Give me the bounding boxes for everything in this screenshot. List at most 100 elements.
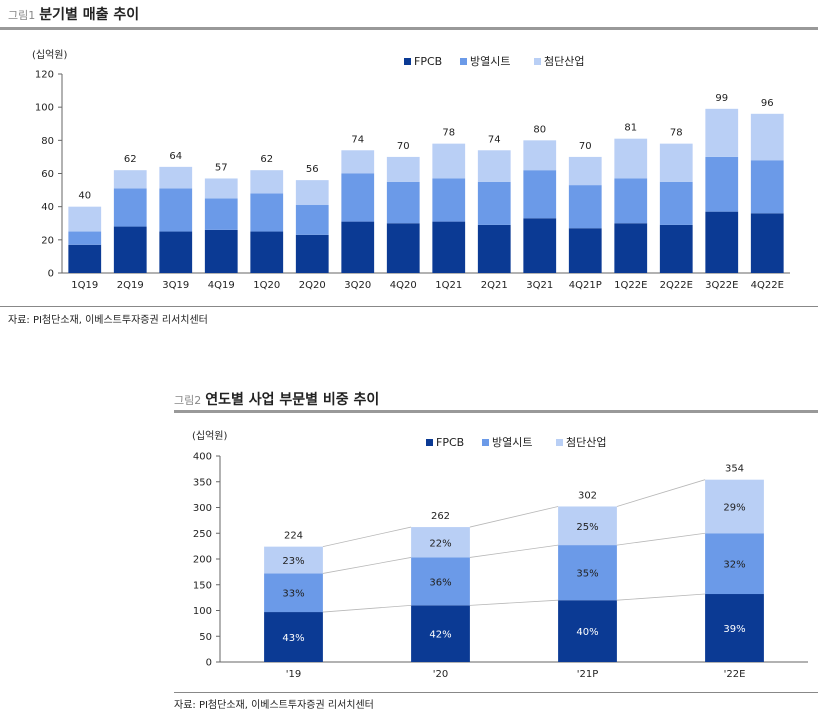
a-connector-line [322, 557, 412, 574]
fig1-number: 그림1 [8, 9, 36, 22]
q-total-label: 99 [715, 93, 728, 104]
q-bar-첨단산업-1Q22E [614, 138, 648, 179]
q-total-label: 64 [169, 151, 182, 162]
q-total-label: 62 [124, 154, 137, 165]
fig1-source: 자료: PI첨단소재, 이베스트투자증권 리서치센터 [8, 315, 208, 326]
q-bar-FPCB-2Q19 [113, 226, 147, 273]
a-segment-label: 35% [576, 569, 598, 580]
a-legend-swatch-방열시트 [482, 439, 489, 446]
q-x-tick-label: 3Q19 [162, 280, 189, 291]
a-y-tick-label: 250 [193, 529, 212, 540]
fig2-title-rule [174, 410, 818, 413]
q-bar-첨단산업-4Q20 [386, 156, 420, 182]
a-connector-line [322, 526, 412, 548]
q-bar-첨단산업-3Q21 [523, 140, 557, 171]
a-bar-FPCB-'21P [558, 600, 617, 662]
fig2-source-rule [174, 692, 818, 693]
a-segment-label: 29% [723, 502, 745, 513]
q-total-label: 40 [78, 191, 91, 202]
q-bar-FPCB-4Q22E [750, 213, 784, 273]
fig1-title-text: 분기별 매출 추이 [39, 7, 140, 23]
q-legend-swatch-첨단산업 [534, 58, 541, 65]
q-bar-FPCB-3Q19 [159, 231, 193, 273]
q-y-axis-label: (십억원) [32, 49, 68, 61]
q-x-tick-label: 4Q19 [208, 280, 235, 291]
q-bar-FPCB-1Q19 [68, 244, 102, 273]
a-connector-line [469, 506, 559, 528]
q-bar-FPCB-3Q22E [705, 211, 739, 273]
a-bar-FPCB-'22E [705, 594, 764, 662]
a-connector-line [322, 604, 412, 613]
fig1-title-rule [0, 27, 818, 30]
a-bar-FPCB-'19 [264, 612, 323, 662]
a-total-label: 302 [578, 490, 597, 501]
a-segment-label: 33% [282, 589, 304, 600]
q-total-label: 80 [533, 124, 546, 135]
q-bar-FPCB-2Q22E [659, 224, 693, 273]
q-total-label: 78 [670, 128, 683, 139]
q-y-tick-label: 80 [41, 136, 54, 147]
q-bar-방열시트-4Q21P [568, 185, 602, 229]
a-bar-방열시트-'21P [558, 545, 617, 601]
a-segment-label: 42% [429, 630, 451, 641]
q-total-label: 56 [306, 164, 319, 175]
q-legend-swatch-방열시트 [460, 58, 467, 65]
q-x-tick-label: 1Q19 [71, 280, 98, 291]
q-total-label: 81 [624, 123, 637, 134]
a-y-tick-label: 150 [193, 580, 212, 591]
q-x-tick-label: 4Q22E [751, 280, 784, 291]
q-bar-FPCB-1Q21 [432, 221, 466, 273]
a-segment-label: 39% [723, 624, 745, 635]
a-connector-line [469, 544, 559, 558]
q-bar-첨단산업-4Q19 [204, 178, 238, 199]
q-bar-방열시트-2Q19 [113, 188, 147, 227]
q-x-tick-label: 3Q21 [526, 280, 553, 291]
q-bar-방열시트-1Q19 [68, 231, 102, 245]
q-x-tick-label: 1Q21 [435, 280, 462, 291]
fig2-title-text: 연도별 사업 부문별 비중 추이 [205, 392, 380, 408]
q-total-label: 96 [761, 98, 774, 109]
fig2-number: 그림2 [174, 394, 202, 407]
q-total-label: 62 [260, 154, 273, 165]
a-bar-첨단산업-'20 [411, 527, 470, 558]
a-y-tick-label: 100 [193, 606, 212, 617]
q-bar-방열시트-1Q21 [432, 178, 466, 222]
a-segment-label: 23% [282, 556, 304, 567]
q-bar-방열시트-1Q22E [614, 178, 648, 224]
q-x-tick-label: 4Q20 [390, 280, 417, 291]
a-legend-label-FPCB: FPCB [436, 436, 464, 449]
a-legend-swatch-첨단산업 [556, 439, 563, 446]
q-x-tick-label: 2Q22E [660, 280, 693, 291]
q-x-tick-label: 2Q19 [117, 280, 144, 291]
q-bar-방열시트-2Q21 [477, 181, 511, 225]
a-y-tick-label: 350 [193, 477, 212, 488]
fig1-title: 그림1 분기별 매출 추이 [8, 4, 139, 24]
q-bar-첨단산업-2Q20 [295, 180, 329, 206]
q-y-tick-label: 100 [35, 103, 54, 114]
a-legend-swatch-FPCB [426, 439, 433, 446]
annual-segment-share-chart: (십억원) 0 50 100 150 200 250 300 350 400 43% 33% 23% 22… [192, 430, 808, 680]
a-bar-FPCB-'20 [411, 605, 470, 662]
a-bar-방열시트-'22E [705, 533, 764, 595]
a-y-tick-label: 400 [193, 452, 212, 463]
q-bar-첨단산업-3Q19 [159, 166, 193, 189]
q-y-tick-label: 120 [35, 70, 54, 81]
q-x-tick-label: 4Q21P [569, 280, 602, 291]
q-bar-첨단산업-3Q20 [341, 150, 375, 174]
a-y-tick-label: 300 [193, 503, 212, 514]
q-total-label: 78 [442, 128, 455, 139]
q-legend-swatch-FPCB [404, 58, 411, 65]
q-bar-FPCB-3Q21 [523, 218, 557, 273]
q-bar-방열시트-3Q19 [159, 188, 193, 232]
q-bar-첨단산업-4Q21P [568, 156, 602, 186]
a-connector-line [469, 599, 559, 606]
a-segment-label: 25% [576, 522, 598, 533]
q-bar-첨단산업-1Q20 [250, 170, 284, 194]
a-segment-label: 40% [576, 627, 598, 638]
q-bar-첨단산업-1Q21 [432, 143, 466, 179]
a-y-tick-label: 50 [199, 632, 212, 643]
q-bar-방열시트-4Q19 [204, 198, 238, 230]
a-total-label: 224 [284, 531, 303, 542]
q-total-label: 70 [397, 141, 410, 152]
q-bar-첨단산업-4Q22E [750, 113, 784, 161]
